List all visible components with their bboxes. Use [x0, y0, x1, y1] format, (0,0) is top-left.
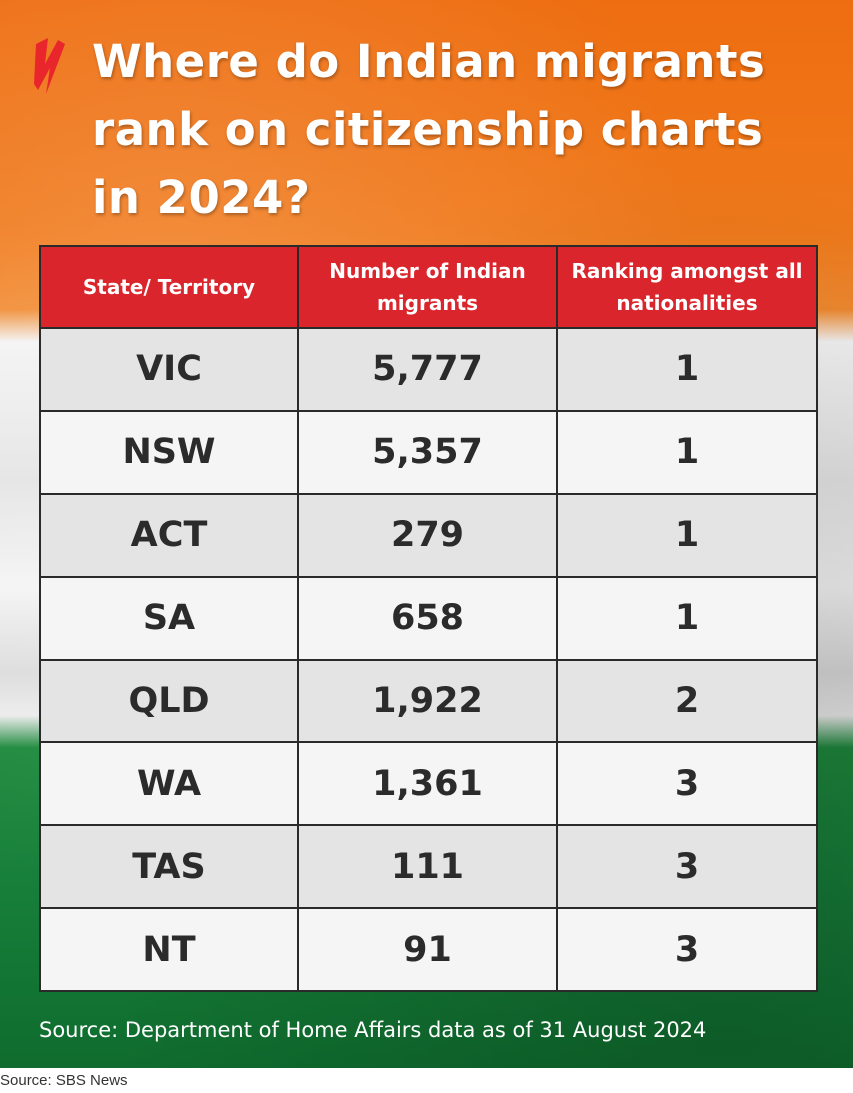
ranking-cell: 1	[556, 492, 818, 578]
migrants-cell: 279	[297, 492, 558, 578]
ranking-cell: 2	[556, 658, 818, 744]
state-cell: SA	[39, 575, 299, 661]
migrants-cell: 5,357	[297, 409, 558, 495]
migrants-cell: 1,922	[297, 658, 558, 744]
table-body: VIC 5,777 1 NSW 5,357 1 ACT 279 1 SA 658 1 QLD 1,922 2…	[39, 327, 818, 992]
state-cell: WA	[39, 741, 299, 827]
image-credit: Source: SBS News	[0, 1072, 128, 1089]
ranking-cell: 3	[556, 741, 818, 827]
infographic-title: Where do Indian migrants rank on citizen…	[92, 35, 766, 224]
migrants-table: State/ Territory Number of Indian migrant…	[39, 245, 818, 992]
table-row: NSW 5,357 1	[39, 409, 818, 495]
ranking-cell: 3	[556, 824, 818, 910]
migrants-cell: 658	[297, 575, 558, 661]
source-note: Source: Department of Home Affairs data …	[39, 1018, 707, 1042]
column-header-1: Number of Indian migrants	[297, 245, 558, 329]
ranking-cell: 1	[556, 575, 818, 661]
state-cell: TAS	[39, 824, 299, 910]
column-header-0: State/ Territory	[39, 245, 299, 329]
state-cell: ACT	[39, 492, 299, 578]
migrants-cell: 111	[297, 824, 558, 910]
sbs-logo-icon	[34, 38, 65, 94]
infographic: Where do Indian migrants rank on citizen…	[0, 0, 853, 1068]
table-row: SA 658 1	[39, 575, 818, 661]
table-row: VIC 5,777 1	[39, 327, 818, 412]
migrants-cell: 1,361	[297, 741, 558, 827]
ranking-cell: 1	[556, 327, 818, 412]
ranking-cell: 1	[556, 409, 818, 495]
state-cell: VIC	[39, 327, 299, 412]
table-row: QLD 1,922 2	[39, 658, 818, 744]
table-row: NT 91 3	[39, 907, 818, 992]
table-row: WA 1,361 3	[39, 741, 818, 827]
migrants-cell: 5,777	[297, 327, 558, 412]
state-cell: NSW	[39, 409, 299, 495]
column-header-2: Ranking amongst all nationalities	[556, 245, 818, 329]
state-cell: NT	[39, 907, 299, 992]
state-cell: QLD	[39, 658, 299, 744]
table-row: TAS 111 3	[39, 824, 818, 910]
table-row: ACT 279 1	[39, 492, 818, 578]
ranking-cell: 3	[556, 907, 818, 992]
migrants-cell: 91	[297, 907, 558, 992]
table-header-row: State/ Territory Number of Indian migrant…	[39, 245, 818, 329]
